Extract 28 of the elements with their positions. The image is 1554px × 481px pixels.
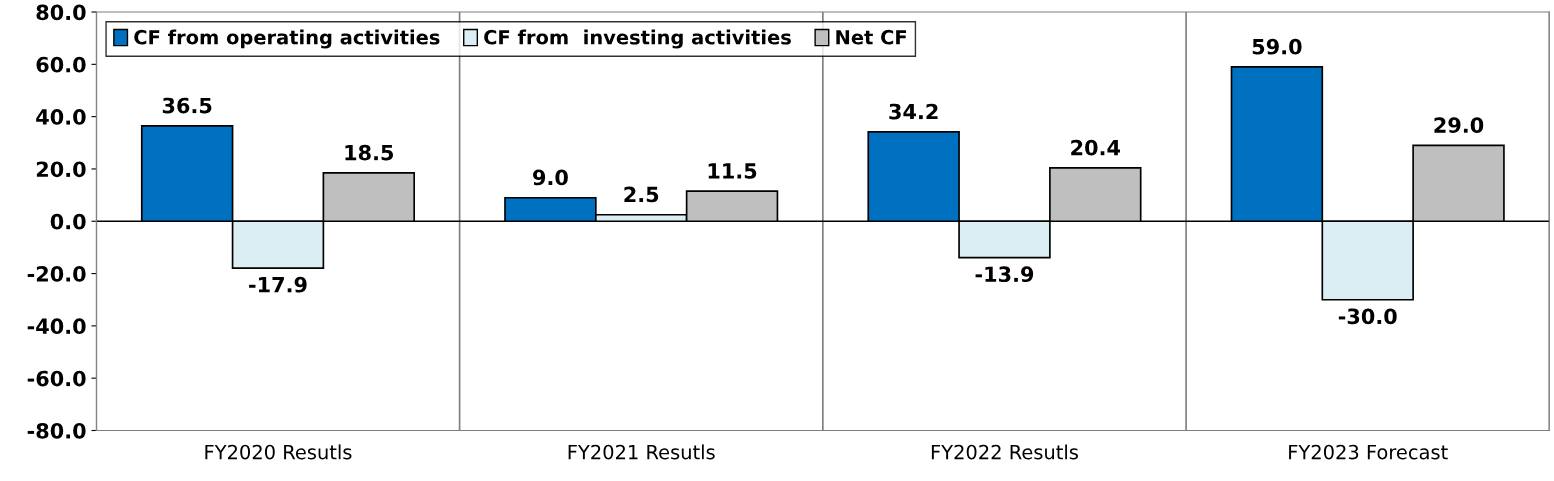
y-tick-label: 40.0 — [36, 109, 86, 125]
x-tick-label: FY2020 Resutls — [205, 444, 352, 460]
data-label: 59.0 — [1252, 38, 1302, 55]
y-tick-label: 80.0 — [36, 4, 86, 21]
data-label: 11.5 — [708, 163, 757, 179]
data-label: -13.9 — [975, 266, 1034, 283]
y-tick-label: -40.0 — [27, 318, 86, 335]
data-label: -17.9 — [249, 276, 307, 293]
y-tick-label: -80.0 — [27, 422, 86, 439]
y-tick-label: -20.0 — [27, 266, 86, 282]
x-tick-label: FY2023 Forecast — [1289, 444, 1448, 460]
data-label: 9.0 — [533, 169, 568, 186]
y-tick-label: 60.0 — [36, 56, 86, 73]
data-label: 20.4 — [1071, 139, 1121, 156]
data-label: 29.0 — [1434, 117, 1484, 134]
data-label: 2.5 — [624, 186, 659, 203]
legend-label: CF from investing activities — [484, 29, 791, 49]
legend-label: Net CF — [836, 29, 907, 45]
data-label: 34.2 — [889, 103, 938, 120]
y-tick-label: 20.0 — [36, 161, 86, 178]
y-tick-label: -60.0 — [27, 370, 86, 387]
y-tick-label: 0.0 — [50, 213, 86, 230]
data-label: 18.5 — [345, 144, 394, 161]
x-tick-label: FY2021 Resutls — [568, 444, 715, 460]
data-label: 36.5 — [162, 97, 212, 114]
x-tick-label: FY2022 Resutls — [931, 444, 1078, 460]
legend-label: CF from operating activities — [134, 29, 440, 49]
data-label: -30.0 — [1338, 308, 1397, 325]
